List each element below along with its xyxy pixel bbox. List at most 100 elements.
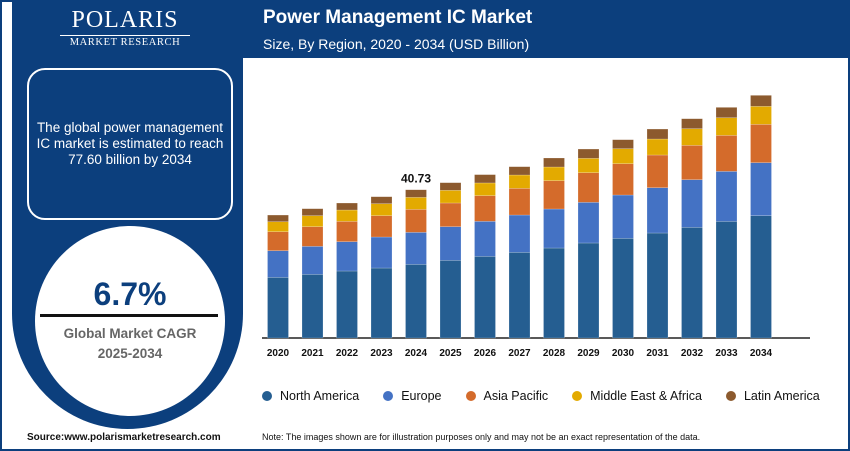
legend-swatch	[725, 391, 736, 401]
x-tick-label: 2032	[681, 348, 704, 359]
bar-segment-asia-pacific-2022	[336, 221, 358, 242]
bar-segment-europe-2026	[474, 221, 496, 257]
bar-segment-europe-2031	[646, 187, 669, 234]
bar-segment-latin-america-2026	[474, 174, 496, 184]
bar-segment-asia-pacific-2034	[750, 124, 772, 163]
bar-segment-north-america-2033	[715, 221, 738, 339]
bar-segment-north-america-2022	[336, 270, 358, 339]
bar-segment-middle-east-africa-2020	[267, 221, 289, 232]
legend-label: North America	[280, 389, 360, 403]
bar-segment-europe-2034	[750, 162, 772, 216]
bar-segment-latin-america-2024	[405, 189, 427, 198]
bar-segment-latin-america-2021	[301, 208, 324, 216]
legend-label: Middle East & Africa	[590, 389, 702, 403]
legend-item: North America	[262, 389, 359, 403]
legend-label: Latin America	[743, 389, 820, 403]
bar-segment-europe-2029	[577, 202, 600, 244]
x-tick-label: 2027	[508, 348, 531, 359]
x-tick-label: 2033	[715, 348, 738, 359]
bar-segment-middle-east-africa-2023	[370, 203, 393, 216]
bar-segment-asia-pacific-2020	[267, 231, 289, 251]
bar-segment-north-america-2021	[301, 274, 324, 339]
bar-segment-middle-east-africa-2021	[301, 215, 324, 227]
legend-swatch	[383, 391, 394, 401]
legend-label: Europe	[401, 389, 442, 403]
disclaimer-note: Note: The images shown are for illustrat…	[262, 432, 701, 442]
legend: North America Europe Asia Pacific Middle Ea…	[262, 389, 844, 403]
bar-segment-europe-2023	[370, 236, 393, 269]
legend-item: Europe	[383, 389, 442, 403]
bar-segment-europe-2033	[715, 171, 738, 222]
bar-segment-latin-america-2022	[336, 202, 358, 211]
data-label: 40.73	[401, 172, 431, 186]
legend-item: Middle East & Africa	[572, 389, 702, 403]
bar-segment-north-america-2032	[681, 227, 703, 339]
bar-segment-north-america-2034	[750, 215, 772, 339]
bar-segment-middle-east-africa-2022	[336, 209, 358, 222]
bar-segment-latin-america-2023	[370, 196, 393, 204]
bar-segment-asia-pacific-2023	[370, 215, 393, 238]
bar-segment-europe-2025	[439, 226, 462, 261]
source-text: Source:www.polarismarketresearch.com	[27, 432, 221, 443]
bar-segment-asia-pacific-2030	[612, 163, 634, 196]
bar-segment-north-america-2023	[370, 267, 393, 339]
bar-segment-europe-2024	[405, 232, 427, 265]
bar-segment-latin-america-2020	[267, 214, 289, 222]
x-tick-label: 2026	[474, 348, 497, 359]
bar-segment-asia-pacific-2028	[543, 180, 565, 210]
cagr-circle: 6.7% Global Market CAGR 2025-2034	[35, 226, 225, 416]
bar-segment-asia-pacific-2026	[474, 195, 496, 222]
bar-segment-north-america-2024	[405, 264, 427, 339]
bar-segment-latin-america-2030	[612, 139, 634, 149]
bar-segment-middle-east-africa-2034	[750, 106, 772, 125]
bar-segment-middle-east-africa-2026	[474, 182, 496, 196]
bar-segment-europe-2022	[336, 241, 358, 272]
bar-segment-europe-2030	[612, 194, 634, 239]
bar-segment-middle-east-africa-2028	[543, 166, 565, 181]
bar-segment-latin-america-2029	[577, 148, 600, 159]
bar-segment-north-america-2026	[474, 256, 496, 339]
bar-segment-asia-pacific-2029	[577, 172, 600, 203]
legend-swatch	[465, 391, 476, 401]
bar-segment-latin-america-2027	[508, 166, 531, 176]
info-text: The global power management IC market is…	[36, 120, 224, 167]
bar-segment-latin-america-2028	[543, 157, 565, 168]
bar-segment-asia-pacific-2031	[646, 154, 669, 188]
bar-segment-middle-east-africa-2027	[508, 174, 531, 189]
x-tick-label: 2025	[439, 348, 462, 359]
bar-segment-asia-pacific-2027	[508, 188, 531, 216]
info-box: The global power management IC market is…	[27, 68, 233, 220]
cagr-label: Global Market CAGR	[63, 326, 197, 341]
bar-segment-asia-pacific-2025	[439, 202, 462, 227]
x-tick-label: 2024	[405, 348, 428, 359]
legend-item: Latin America	[725, 389, 820, 403]
cagr-period: 2025-2034	[97, 346, 163, 361]
polaris-logo: POLARIS MARKET RESEARCH	[60, 8, 190, 48]
bar-segment-north-america-2025	[439, 260, 462, 339]
bar-segment-europe-2028	[543, 208, 565, 249]
bar-segment-latin-america-2032	[681, 118, 703, 129]
bar-segment-latin-america-2025	[439, 182, 462, 191]
x-tick-label: 2034	[750, 348, 773, 359]
bar-segment-middle-east-africa-2033	[715, 117, 738, 136]
bar-segment-middle-east-africa-2025	[439, 190, 462, 204]
cagr-value: 6.7%	[93, 276, 167, 312]
bar-segment-latin-america-2034	[750, 95, 772, 107]
bar-segment-middle-east-africa-2029	[577, 158, 600, 173]
bar-segment-middle-east-africa-2032	[681, 128, 703, 146]
bar-segment-asia-pacific-2021	[301, 226, 324, 247]
x-tick-label: 2023	[370, 348, 393, 359]
bar-segment-europe-2020	[267, 250, 289, 278]
logo-name: POLARIS	[71, 7, 179, 33]
bar-segment-middle-east-africa-2024	[405, 197, 427, 210]
x-tick-label: 2022	[336, 348, 359, 359]
bar-segment-europe-2021	[301, 246, 324, 275]
bar-segment-north-america-2027	[508, 252, 531, 339]
bar-segment-europe-2032	[681, 179, 703, 228]
legend-swatch	[262, 391, 272, 401]
stacked-bar-chart: 2020 2021 2022 2023 2024 40.73 2025 2026 2027 202…	[262, 95, 810, 359]
bar-segment-europe-2027	[508, 214, 531, 253]
x-tick-label: 2030	[612, 348, 635, 359]
header-bar	[243, 2, 848, 58]
x-tick-label: 2020	[267, 348, 290, 359]
